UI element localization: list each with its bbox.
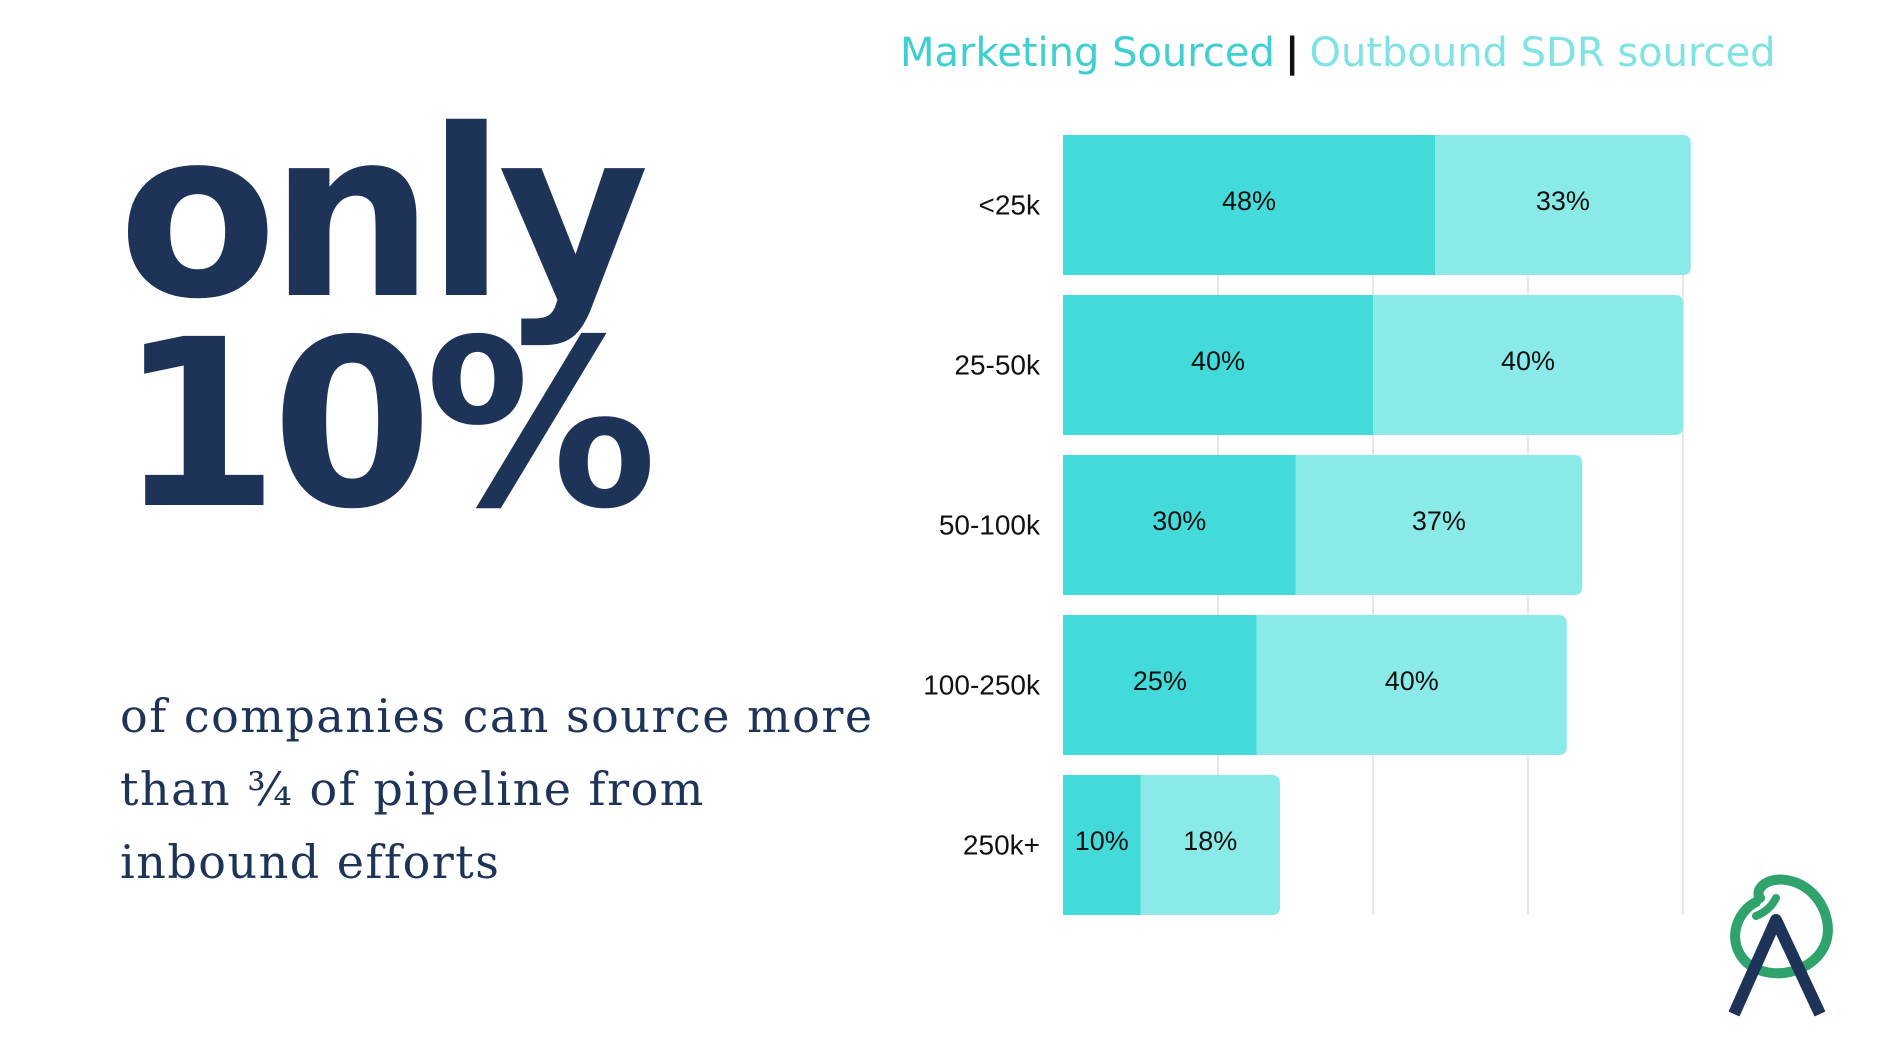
chart-legend: Marketing Sourced | Outbound SDR sourced xyxy=(900,30,1776,76)
category-label: 100-250k xyxy=(923,669,1041,700)
bar-outbound xyxy=(1295,455,1583,595)
data-label: 25% xyxy=(1133,666,1187,696)
bar-outbound xyxy=(1373,295,1683,435)
legend-marketing: Marketing Sourced xyxy=(900,30,1275,76)
data-label: 30% xyxy=(1152,506,1206,536)
bar-outbound xyxy=(1140,775,1280,915)
category-label: 50-100k xyxy=(939,509,1041,540)
data-label: 18% xyxy=(1183,826,1237,856)
bar-marketing xyxy=(1063,615,1257,755)
headline: only 10% xyxy=(118,80,657,560)
bar-marketing xyxy=(1063,775,1141,915)
headline-figure: 10% xyxy=(118,290,657,560)
data-label: 37% xyxy=(1412,506,1466,536)
data-label: 33% xyxy=(1536,186,1590,216)
bar-outbound xyxy=(1256,615,1567,755)
data-label: 40% xyxy=(1385,666,1439,696)
data-label: 10% xyxy=(1075,826,1129,856)
subtext: of companies can source more than ¾ of p… xyxy=(120,680,920,899)
bar-marketing xyxy=(1063,455,1296,595)
bar-marketing xyxy=(1063,295,1373,435)
legend-separator: | xyxy=(1284,30,1300,76)
headline-word: only xyxy=(118,80,649,350)
subtext-line: inbound efforts xyxy=(120,835,501,889)
subtext-line: of companies can source more xyxy=(120,689,874,743)
company-logo-icon xyxy=(1728,874,1833,1017)
subtext-line: than ¾ of pipeline from xyxy=(120,762,705,816)
legend-outbound: Outbound SDR sourced xyxy=(1309,30,1776,76)
bar-marketing xyxy=(1063,135,1435,275)
category-label: <25k xyxy=(979,189,1041,220)
data-label: 40% xyxy=(1501,346,1555,376)
data-label: 48% xyxy=(1222,186,1276,216)
data-label: 40% xyxy=(1191,346,1245,376)
category-label: 25-50k xyxy=(954,349,1041,380)
category-label: 250k+ xyxy=(963,829,1040,860)
bar-outbound xyxy=(1435,135,1691,275)
